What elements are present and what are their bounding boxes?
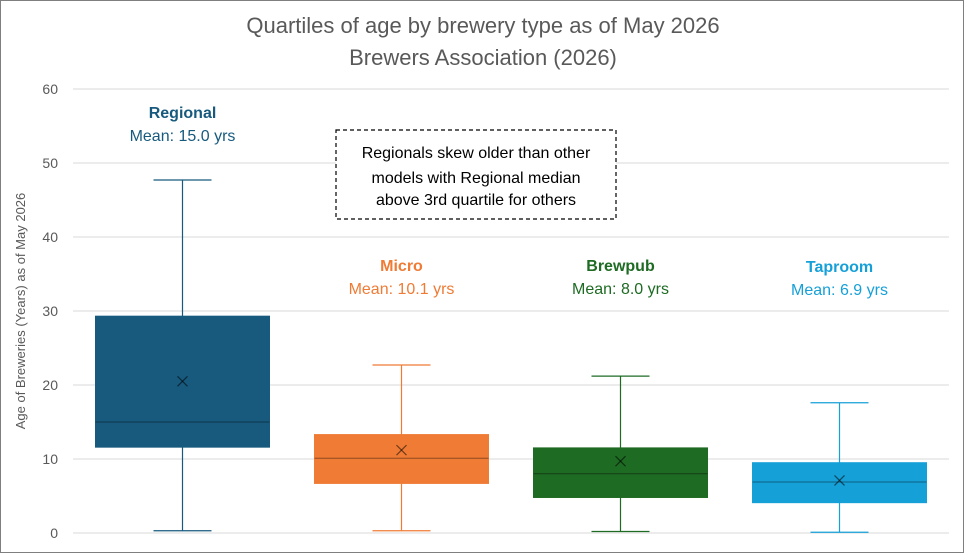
y-tick-label: 10 [42,451,58,467]
box-brewpub [533,375,708,533]
category-label: Brewpub [586,258,655,275]
chart-title: Quartiles of age by brewery type as of M… [246,13,719,38]
annotation-border [335,129,617,220]
mean-marker [396,444,407,456]
box-taproom [752,402,927,533]
category-label: Taproom [806,259,873,276]
y-tick-label: 40 [42,229,58,245]
category-label: Micro [380,258,423,275]
y-axis-ticks: 0 10 20 30 40 50 60 [42,81,58,541]
mean-label: Mean: 10.1 yrs [349,281,455,298]
mean-label: Mean: 15.0 yrs [130,128,236,145]
y-tick-label: 30 [42,303,58,319]
category-labels: Regional Mean: 15.0 yrs Micro Mean: 10.1 yr… [130,105,888,299]
mean-label: Mean: 6.9 yrs [791,282,888,299]
iqr-box [752,462,927,504]
box-micro [314,364,489,532]
annotation-box: Regionals skew older than other models w… [335,129,617,220]
y-tick-label: 20 [42,377,58,393]
mean-marker [177,375,188,387]
annotation-line-2: models with Regional median [372,170,581,187]
iqr-box [314,434,489,484]
box-regional [95,179,270,532]
boxes [95,179,927,533]
annotation-line-3: above 3rd quartile for others [376,192,576,209]
y-tick-label: 0 [50,525,58,541]
y-axis-label: Age of Breweries (Years) as of May 2026 [13,193,28,430]
category-label: Regional [149,105,217,122]
mean-label: Mean: 8.0 yrs [572,281,669,298]
y-tick-label: 50 [42,155,58,171]
mean-marker [834,475,845,486]
mean-marker [615,455,626,467]
annotation-line-1: Regionals skew older than other [362,145,591,162]
iqr-box [533,447,708,498]
y-tick-label: 60 [42,81,58,97]
chart-subtitle: Brewers Association (2026) [349,45,617,70]
